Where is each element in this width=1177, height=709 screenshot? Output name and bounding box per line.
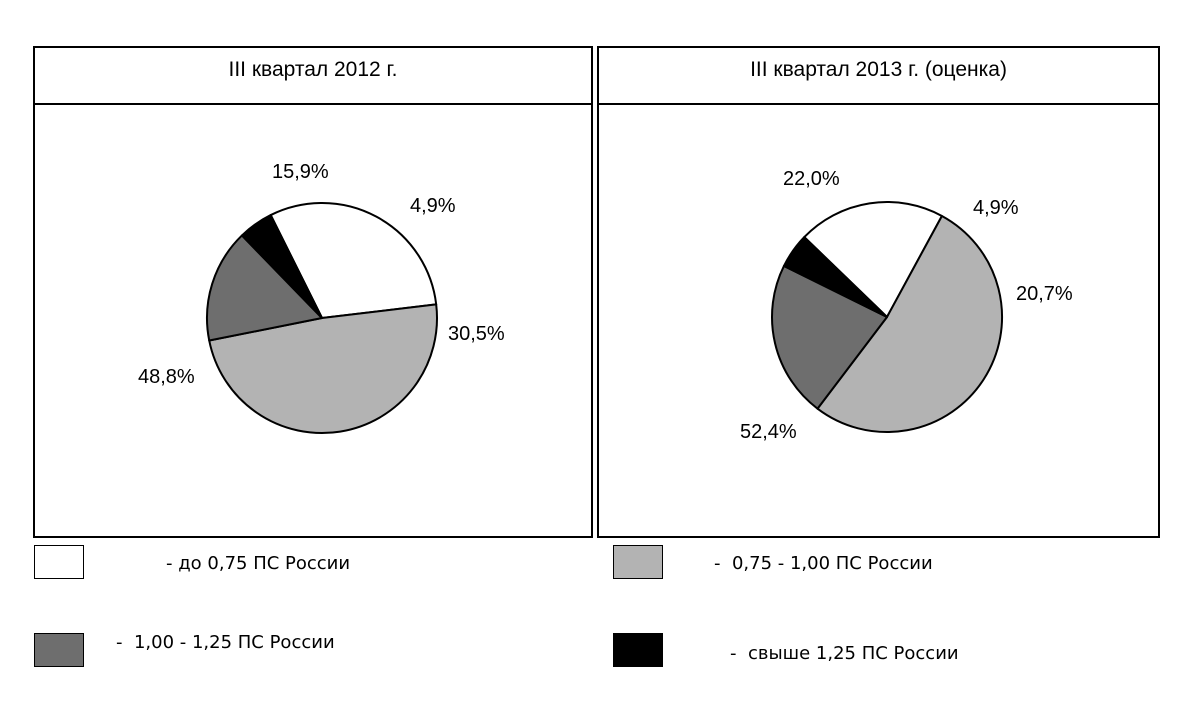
legend-label-lt-075: - до 0,75 ПС России <box>166 553 351 574</box>
pie-2013-slice-075-100 <box>816 214 1004 433</box>
pie-2013-label-075-100: 52,4% <box>740 421 797 443</box>
pie-2012-slice-gt-125 <box>240 214 323 319</box>
pie-2012-label-gt-125: 4,9% <box>410 195 456 217</box>
chart-title-2012: III квартал 2012 г. <box>35 48 591 105</box>
chart-panel-2012: III квартал 2012 г. <box>33 46 593 538</box>
pie-2012-slice-075-100 <box>208 303 438 435</box>
chart-title-2013: III квартал 2013 г. (оценка) <box>599 48 1158 105</box>
pie-2012-slice-lt-075 <box>269 201 438 319</box>
legend-label-gt-125: - свыше 1,25 ПС России <box>730 643 959 664</box>
pie-2013-slice-lt-075 <box>803 201 943 318</box>
legend-swatch-lt-075 <box>34 545 84 579</box>
pie-2013-slice-gt-125 <box>782 236 888 318</box>
pie-2012-label-100-125: 15,9% <box>272 161 329 183</box>
pie-2013-label-lt-075: 20,7% <box>1016 283 1073 305</box>
pie-2013-label-gt-125: 4,9% <box>973 197 1019 219</box>
legend-swatch-075-100 <box>613 545 663 579</box>
legend-swatch-gt-125 <box>613 633 663 667</box>
legend-swatch-100-125 <box>34 633 84 667</box>
chart-panel-2013: III квартал 2013 г. (оценка) <box>597 46 1160 538</box>
pie-2013-slice-100-125 <box>771 264 888 410</box>
pie-2012-slice-100-125 <box>206 234 323 342</box>
pie-2012-label-lt-075: 30,5% <box>448 323 505 345</box>
pie-2012-label-075-100: 48,8% <box>138 366 195 388</box>
legend-label-075-100: - 0,75 - 1,00 ПС России <box>714 553 933 574</box>
pie-2013-label-100-125: 22,0% <box>783 168 840 190</box>
legend-label-100-125: - 1,00 - 1,25 ПС России <box>116 632 335 653</box>
